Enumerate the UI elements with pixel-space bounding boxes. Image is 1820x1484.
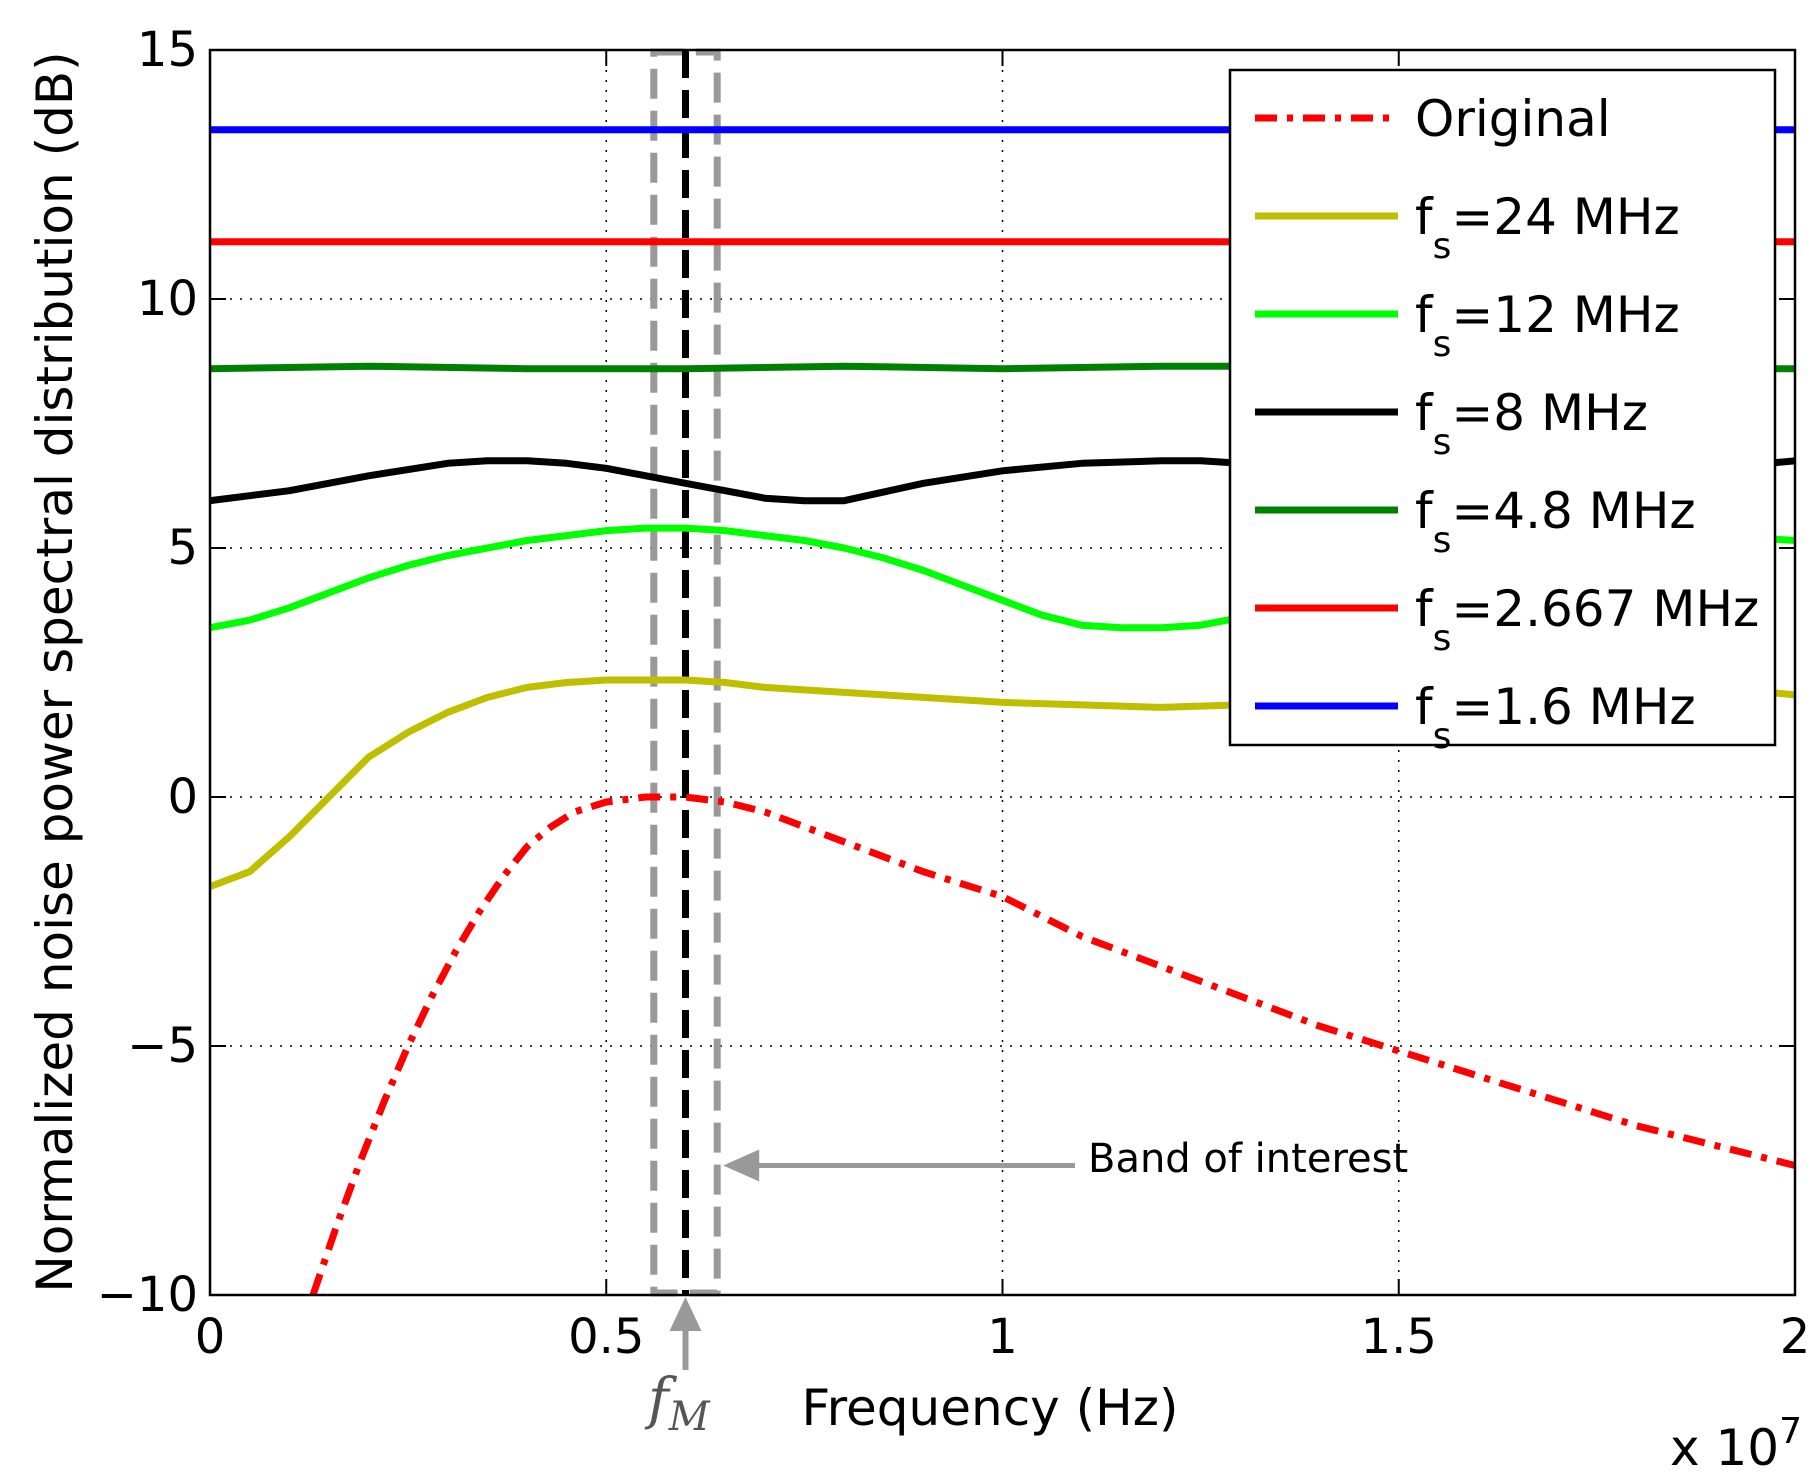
x-multiplier-base: x 10 xyxy=(1670,1419,1779,1477)
legend-label-1: fs=24 MHz xyxy=(1415,188,1680,267)
series-line-0 xyxy=(309,793,1795,1295)
legend-label-value-5: =2.667 MHz xyxy=(1451,580,1759,638)
legend-label-main-6: f xyxy=(1415,678,1434,736)
legend-label-sub-4: s xyxy=(1433,520,1452,561)
band-of-interest xyxy=(650,48,721,1297)
ticks xyxy=(209,49,1796,1296)
y-tick-label-0: −10 xyxy=(97,1267,198,1323)
x-tick-label-4: 2 xyxy=(1780,1309,1811,1365)
x-multiplier-exp: 7 xyxy=(1779,1411,1802,1452)
band-annotation xyxy=(723,1149,1075,1182)
legend-label-sub-3: s xyxy=(1433,422,1452,463)
legend-label-main-5: f xyxy=(1415,580,1434,638)
legend-label-3: fs=8 MHz xyxy=(1415,384,1648,463)
x-tick-label-0: 0 xyxy=(195,1309,226,1365)
x-axis-label: Frequency (Hz) xyxy=(801,1379,1178,1437)
fm-marker xyxy=(669,1297,702,1370)
legend-label-0: Original xyxy=(1415,90,1611,148)
y-tick-labels: −10 −5 0 5 10 15 xyxy=(97,22,198,1323)
y-tick-label-3: 5 xyxy=(167,520,198,576)
legend-label-2: fs=12 MHz xyxy=(1415,286,1680,365)
x-tick-labels: 0 0.5 1 1.5 2 xyxy=(195,1309,1811,1365)
fm-label: fM xyxy=(644,1367,711,1440)
y-tick-label-4: 10 xyxy=(137,271,198,327)
fm-label-sub: M xyxy=(668,1394,711,1440)
y-axis-label: Normalized noise power spectral distribu… xyxy=(26,51,84,1292)
x-tick-label-1: 0.5 xyxy=(568,1309,644,1365)
legend-label-main-0: Original xyxy=(1415,90,1611,148)
y-tick-label-5: 15 xyxy=(137,22,198,78)
legend-label-value-3: =8 MHz xyxy=(1451,384,1648,442)
band-box xyxy=(650,48,721,1297)
band-of-interest-label: Band of interest xyxy=(1088,1136,1408,1182)
legend-label-sub-1: s xyxy=(1433,226,1452,267)
legend-label-main-1: f xyxy=(1415,188,1434,246)
legend-label-value-6: =1.6 MHz xyxy=(1451,678,1695,736)
legend-label-5: fs=2.667 MHz xyxy=(1415,580,1759,659)
legend-label-6: fs=1.6 MHz xyxy=(1415,678,1696,757)
legend-label-sub-5: s xyxy=(1433,618,1452,659)
legend-label-4: fs=4.8 MHz xyxy=(1415,482,1696,561)
band-arrow-head xyxy=(723,1149,760,1182)
x-tick-label-2: 1 xyxy=(987,1309,1018,1365)
legend-label-value-2: =12 MHz xyxy=(1451,286,1679,344)
x-tick-label-3: 1.5 xyxy=(1361,1309,1437,1365)
legend-label-main-3: f xyxy=(1415,384,1434,442)
legend-box xyxy=(1228,68,1777,747)
legend-label-sub-6: s xyxy=(1433,716,1452,757)
y-tick-label-2: 0 xyxy=(167,769,198,825)
x-multiplier: x 107 xyxy=(1670,1411,1802,1477)
legend-label-value-4: =4.8 MHz xyxy=(1451,482,1695,540)
legend-label-main-4: f xyxy=(1415,482,1434,540)
fm-arrow-head xyxy=(669,1297,702,1331)
legend-label-sub-2: s xyxy=(1433,324,1452,365)
legend-label-main-2: f xyxy=(1415,286,1434,344)
y-tick-label-1: −5 xyxy=(127,1018,198,1074)
legend-label-value-1: =24 MHz xyxy=(1451,188,1679,246)
